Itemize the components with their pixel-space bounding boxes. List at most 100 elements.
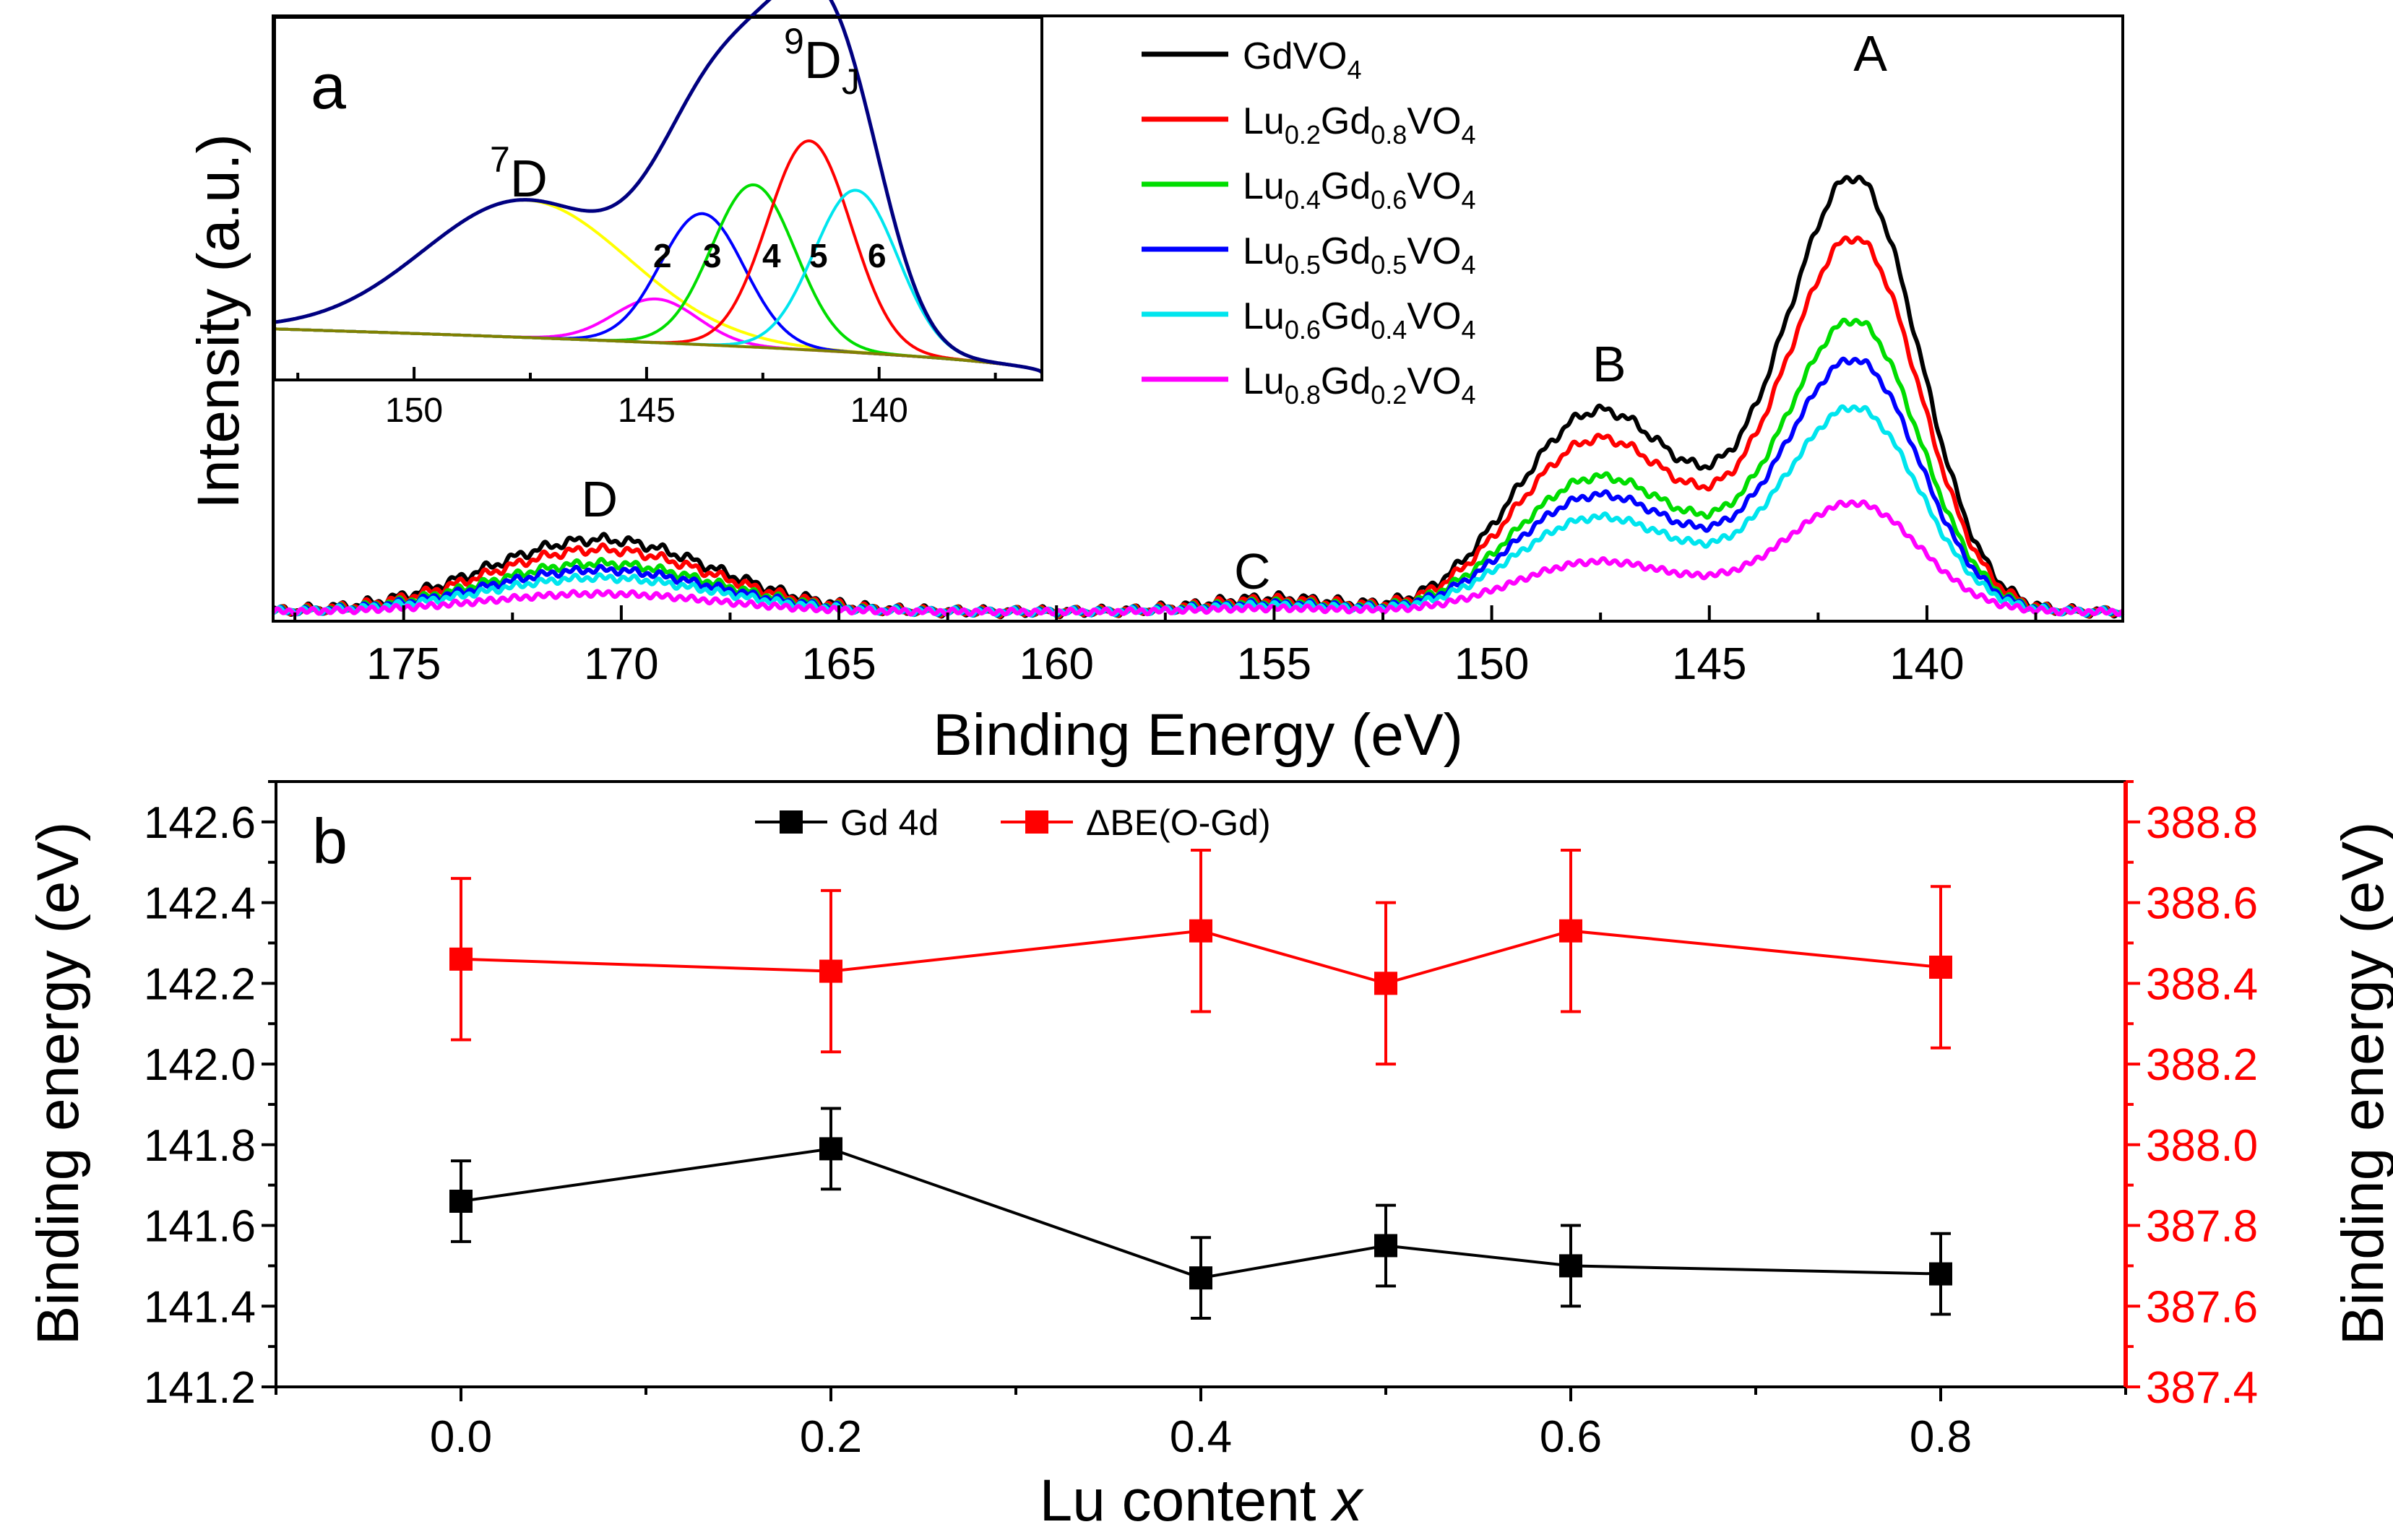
panel-a-y-axis-label: Intensity (a.u.)	[186, 134, 251, 509]
legend-entry: Lu0.5Gd0.5VO4	[1243, 230, 1475, 280]
panel-b-left-axis-label: Binding energy (eV)	[25, 822, 91, 1346]
data-point-marker	[1189, 919, 1212, 943]
right-y-tick-label: 388.4	[2146, 959, 2258, 1009]
legend-entry-main: VO	[1407, 230, 1461, 272]
right-y-tick-label: 388.2	[2146, 1040, 2258, 1090]
data-point-marker	[449, 947, 473, 971]
inset-7d-main: D	[510, 150, 548, 208]
right-y-tick-label: 387.4	[2146, 1363, 2258, 1413]
x-tick-label: 150	[1454, 639, 1529, 689]
left-y-tick-label: 141.2	[144, 1363, 256, 1413]
x-tick-label: 175	[366, 639, 441, 689]
peak-annotation-A: A	[1853, 25, 1887, 82]
legend-entry-main: VO	[1407, 360, 1461, 402]
data-point-marker	[1189, 1266, 1212, 1290]
legend-entry-subscript: 4	[1461, 120, 1475, 150]
legend-entry: Lu0.4Gd0.6VO4	[1243, 165, 1475, 215]
panel-b-ticks: 0.0 0.2 0.4 0.6 0.8 141.2 141.4 141.6 141.8 142.0…	[144, 780, 2258, 1462]
legend-entry-main: Gd	[1321, 295, 1371, 337]
inset-component-label: 5	[809, 237, 828, 274]
panel-b-right-axis-label: Binding energy (eV)	[2330, 822, 2393, 1346]
inset-envelope-line	[274, 0, 1043, 374]
inset-x-tick-label: 150	[385, 392, 443, 430]
legend-entry-subscript: 0.6	[1285, 315, 1321, 345]
x-tick-label: 0.8	[1910, 1412, 1972, 1462]
series-line-0	[460, 1147, 1941, 1280]
left-y-tick-label: 141.6	[144, 1202, 256, 1252]
panel-b-x-axis-label: Lu content x	[1040, 1468, 1365, 1533]
inset-plot-layer	[274, 0, 1043, 374]
panel-a: 175 170 165 160 155 150 145 140 Binding Energy …	[186, 0, 2125, 768]
legend-entry-main: VO	[1407, 100, 1461, 142]
inset-background	[275, 17, 1042, 380]
right-y-tick-label: 388.6	[2146, 879, 2258, 929]
legend-entry-subscript: 0.2	[1285, 120, 1321, 150]
panel-a-x-ticks: 175 170 165 160 155 150 145 140	[293, 605, 2038, 689]
left-y-tick-label: 142.6	[144, 798, 256, 848]
right-y-tick-label: 388.8	[2146, 798, 2258, 848]
legend-entry: Gd 4d	[840, 803, 939, 843]
data-point-marker	[819, 1137, 842, 1161]
inset-peak-7d-label: 7D	[490, 139, 548, 208]
legend-entry-subscript: 0.5	[1285, 250, 1321, 280]
x-tick-label: 140	[1889, 639, 1964, 689]
panel-b-legend: Gd 4d ΔBE(O-Gd)	[755, 803, 1271, 843]
data-point-marker	[819, 959, 842, 983]
x-tick-label: 160	[1019, 639, 1094, 689]
legend-entry-subscript: 0.4	[1371, 315, 1407, 345]
legend-entry-main: GdVO	[1243, 35, 1348, 77]
legend-swatch-marker	[1025, 810, 1048, 834]
legend-entry-subscript: 4	[1461, 380, 1475, 410]
right-y-tick-label: 387.8	[2146, 1202, 2258, 1252]
legend-entry-subscript: 0.6	[1371, 185, 1407, 215]
legend-entry-main: Lu	[1243, 295, 1285, 337]
data-point-marker	[1374, 972, 1397, 995]
inset-component-label: 2	[653, 237, 672, 274]
left-y-tick-label: 142.4	[144, 879, 256, 929]
inset-9dj-superscript: 9	[784, 21, 804, 61]
legend-entry: GdVO4	[1243, 35, 1362, 85]
legend-entry-main: Gd	[1321, 165, 1371, 207]
legend-entry-subscript: 0.5	[1371, 250, 1407, 280]
legend-entry-subscript: 4	[1461, 315, 1475, 345]
data-point-marker	[1929, 1262, 1952, 1286]
inset-x-tick-label: 145	[618, 392, 676, 430]
panel-b-x-axis-label-variable: x	[1329, 1468, 1364, 1533]
legend-entry: Lu0.6Gd0.4VO4	[1243, 295, 1475, 345]
inset-9dj-main: D	[804, 32, 842, 90]
inset-x-tick-label: 140	[850, 392, 908, 430]
x-tick-label: 0.6	[1540, 1412, 1602, 1462]
panel-b-plot-layer	[449, 848, 1952, 1320]
inset-9dj-subscript: J	[842, 61, 860, 102]
series-line-1	[460, 929, 1941, 985]
inset-x-ticks: 150 145 140	[296, 367, 997, 430]
legend-entry-subscript: 0.4	[1285, 185, 1321, 215]
x-tick-label: 155	[1237, 639, 1311, 689]
x-tick-label: 170	[584, 639, 658, 689]
inset-background-line	[275, 327, 1043, 374]
peak-annotation-B: B	[1592, 336, 1626, 392]
series-line-5	[271, 499, 2125, 618]
legend-entry-main: Gd	[1321, 360, 1371, 402]
inset-frame	[273, 16, 1043, 381]
data-point-marker	[1374, 1234, 1397, 1258]
right-y-tick-label: 387.6	[2146, 1282, 2258, 1332]
x-tick-label: 165	[801, 639, 876, 689]
panel-a-peak-annotations: A B C D	[581, 25, 1887, 600]
x-tick-label: 0.0	[430, 1412, 492, 1462]
inset-panel: 150 145 140 a 7D 9DJ 2 3 4 5 6	[273, 0, 1043, 430]
legend-entry-main: Lu	[1243, 360, 1285, 402]
legend-entry-main: Lu	[1243, 165, 1285, 207]
legend-entry-main: Gd	[1321, 230, 1371, 272]
inset-component-label: 4	[762, 237, 781, 274]
legend-entry: Lu0.8Gd0.2VO4	[1243, 360, 1475, 410]
panel-a-x-axis-label: Binding Energy (eV)	[933, 702, 1463, 768]
data-point-marker	[1559, 1254, 1582, 1278]
legend-swatch-marker	[780, 810, 803, 834]
data-point-marker	[1929, 955, 1952, 979]
left-y-tick-label: 141.8	[144, 1121, 256, 1171]
inset-component-labels: 2 3 4 5 6	[653, 237, 887, 274]
legend-entry-subscript: 4	[1461, 185, 1475, 215]
legend-entry-main: Lu	[1243, 230, 1285, 272]
